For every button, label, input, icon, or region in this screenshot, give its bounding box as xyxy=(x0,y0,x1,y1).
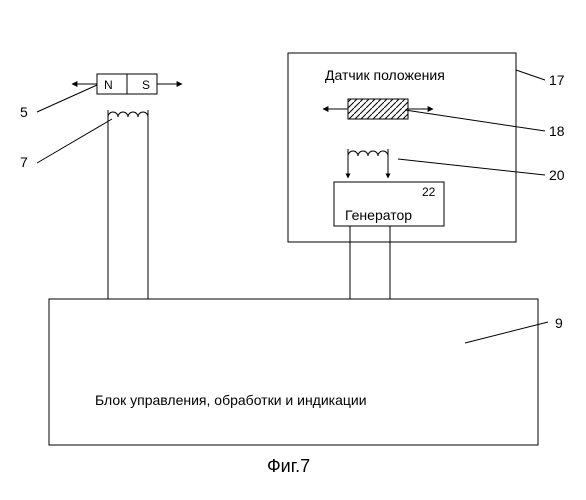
magnet-n: N xyxy=(104,78,113,92)
svg-text:7: 7 xyxy=(20,154,28,170)
label-7: 7 xyxy=(20,119,112,170)
svg-text:9: 9 xyxy=(555,315,563,331)
figure-caption: Фиг.7 xyxy=(267,456,310,476)
generator-num: 22 xyxy=(422,185,436,199)
control-block-label: Блок управления, обработки и индикации xyxy=(95,392,367,408)
magnet: N S xyxy=(72,74,182,94)
label-5: 5 xyxy=(20,85,97,120)
svg-text:18: 18 xyxy=(549,123,565,139)
magnet-s: S xyxy=(142,78,150,92)
coil-left xyxy=(108,110,148,299)
control-block xyxy=(49,299,538,445)
svg-text:20: 20 xyxy=(549,167,565,183)
label-17: 17 xyxy=(516,70,565,88)
sensor-box-title: Датчик положения xyxy=(325,67,445,83)
svg-text:17: 17 xyxy=(549,72,565,88)
svg-text:5: 5 xyxy=(20,104,28,120)
generator-label: Генератор xyxy=(345,207,412,223)
